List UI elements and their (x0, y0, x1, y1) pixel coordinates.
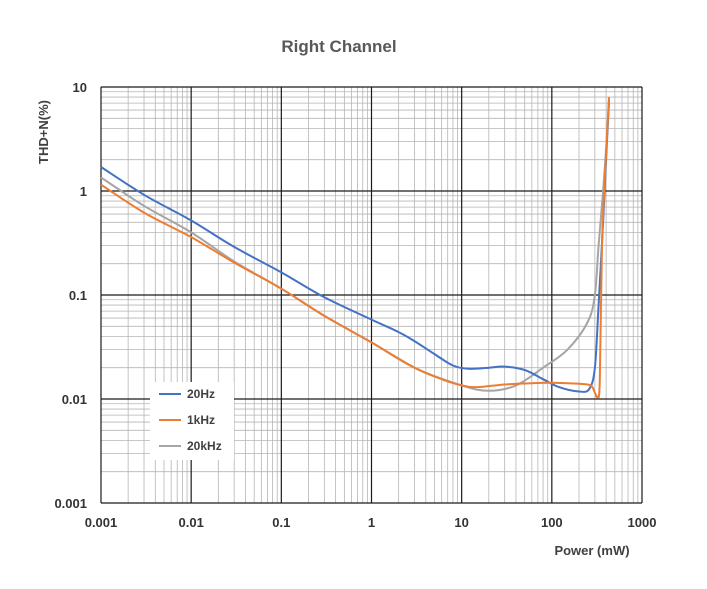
x-tick-label: 1000 (628, 515, 657, 530)
y-axis-label: THD+N(%) (36, 100, 51, 164)
x-tick-label: 0.1 (272, 515, 290, 530)
y-tick-label: 0.001 (54, 496, 87, 511)
y-tick-label: 0.01 (62, 392, 87, 407)
x-tick-label: 0.001 (85, 515, 118, 530)
series-line-20hz (100, 99, 610, 393)
y-tick-label: 1 (80, 184, 87, 199)
plot-grid (100, 86, 643, 504)
chart-title: Right Channel (281, 37, 396, 56)
x-tick-labels: 0.001 0.01 0.1 1 10 100 1000 (85, 515, 657, 530)
y-tick-labels: 0.001 0.01 0.1 1 10 (54, 80, 87, 511)
legend-label-20hz: 20Hz (187, 387, 215, 401)
series-lines (100, 97, 610, 399)
y-tick-label: 10 (73, 80, 87, 95)
legend-label-1khz: 1kHz (187, 413, 215, 427)
y-tick-label: 0.1 (69, 288, 87, 303)
x-tick-label: 1 (368, 515, 375, 530)
x-tick-label: 0.01 (179, 515, 204, 530)
x-tick-label: 10 (454, 515, 468, 530)
x-axis-label: Power (mW) (554, 543, 629, 558)
x-tick-label: 100 (541, 515, 563, 530)
chart-legend: 20Hz 1kHz 20kHz (150, 382, 234, 460)
series-line-1khz (100, 97, 610, 399)
legend-label-20khz: 20kHz (187, 439, 222, 453)
